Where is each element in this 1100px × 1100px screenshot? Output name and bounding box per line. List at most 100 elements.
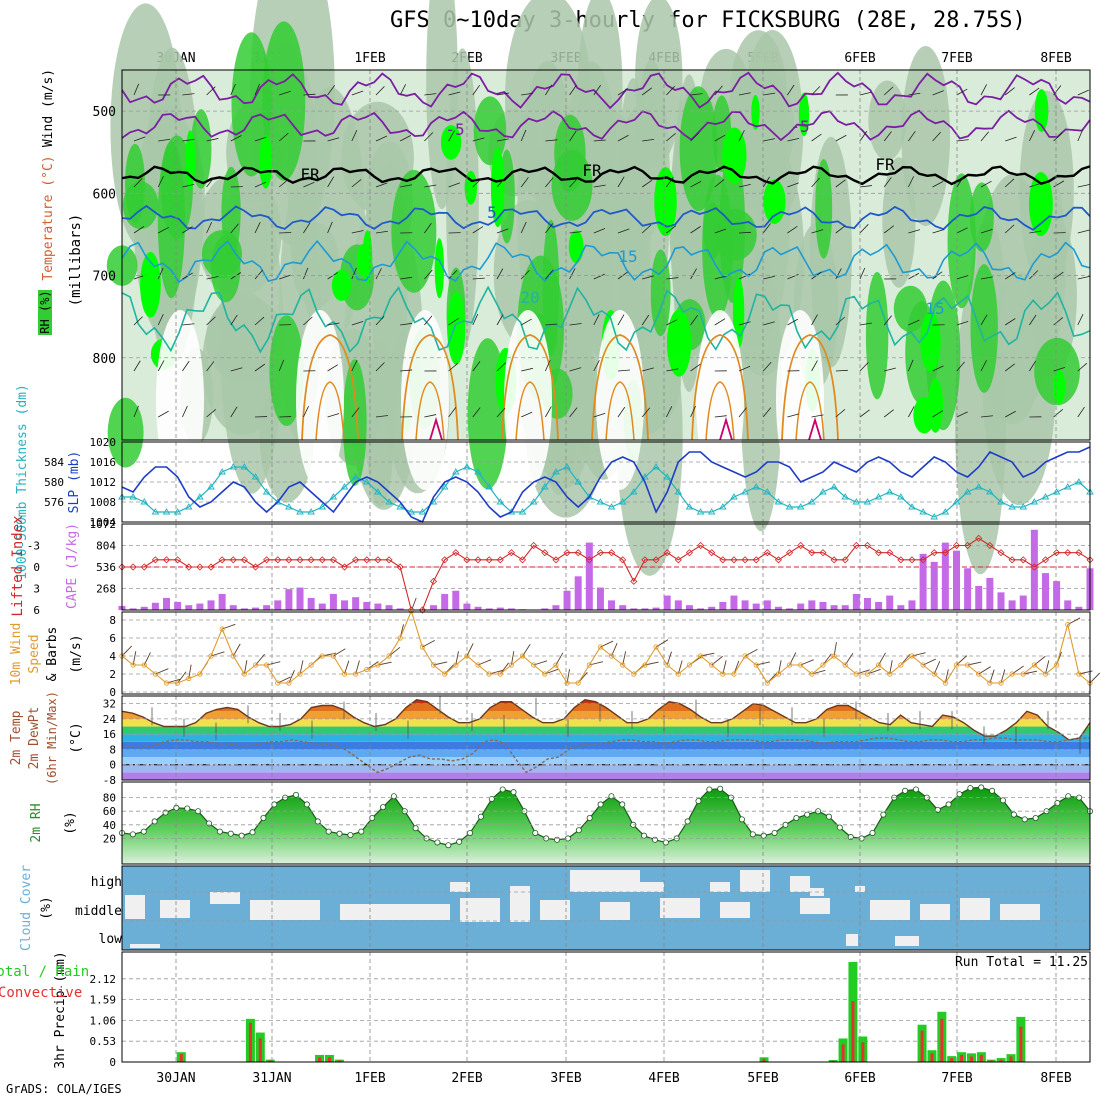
rh2m-point: [325, 828, 332, 835]
isotherm-label: FR: [582, 161, 602, 180]
rh-area-saturated: [1028, 172, 1053, 237]
cloud-level-label: middle: [75, 904, 122, 919]
wind-barb: [327, 413, 340, 418]
warm-isotherm: [315, 381, 345, 441]
cape-bar: [596, 587, 604, 610]
wind-barb: [1029, 230, 1042, 234]
cape-bar: [908, 600, 916, 610]
precip-convective-bar: [318, 1057, 322, 1062]
wind-speed-point: [364, 666, 370, 673]
wind-barb: [787, 182, 799, 188]
wind-speed-point: [286, 680, 292, 686]
wind-barb: [859, 224, 869, 234]
cloud-gap: [130, 944, 160, 948]
wind-barb: [690, 315, 698, 326]
lifted-index-point: [563, 549, 571, 557]
wind-barb: [157, 176, 164, 188]
wind-barb: [206, 408, 217, 418]
temp-band: [122, 734, 1090, 742]
wind-barb: [1004, 318, 1016, 326]
wind-speed-point: [1020, 671, 1026, 677]
warm-isotherm: [605, 381, 635, 441]
wind-barb: [956, 176, 964, 188]
wind-barb: [1004, 178, 1015, 188]
wind-barb: [303, 93, 316, 96]
thickness-point: [129, 493, 137, 500]
wind-barb: [279, 90, 291, 96]
wind-barb: [1077, 406, 1085, 418]
wind-barb: [206, 138, 219, 142]
wind-barb: [303, 181, 315, 188]
rh-area-moist: [391, 169, 437, 293]
wind-barb: [883, 177, 892, 188]
cape-bar: [485, 608, 493, 610]
wind-speed-point: [664, 662, 670, 668]
precip-convective-bar: [248, 1022, 252, 1062]
cape-bar: [619, 605, 627, 610]
date-label-bottom: 8FEB: [1040, 1071, 1071, 1086]
thickness-point: [674, 488, 683, 495]
wind-speed-point: [219, 626, 225, 632]
wind-barb: [133, 226, 145, 234]
cloud-cover-frame-frame: [121, 865, 1091, 951]
wind-barb: [182, 93, 195, 96]
rh-area-moist: [815, 158, 833, 259]
wind-barb: [424, 269, 433, 280]
wind-barb: [327, 85, 335, 96]
warm-isotherm: [591, 334, 649, 441]
cloud-gap: [895, 936, 919, 946]
rh2m-point: [303, 801, 310, 808]
cape-bar: [886, 595, 894, 610]
wind-barb: [666, 368, 679, 372]
date-label-top: 8FEB: [1040, 51, 1071, 66]
precip-convective-bar: [940, 1018, 944, 1062]
cloud-gap: [210, 892, 240, 904]
thickness-point: [1063, 483, 1072, 490]
isotherm-label: 5: [487, 203, 497, 222]
wind-barb: [230, 83, 236, 96]
wind-barb: [424, 315, 433, 326]
wind-speed-point: [208, 653, 214, 659]
total-rain-legend: Total / Rain: [0, 964, 89, 980]
wind-barb: [472, 407, 481, 418]
thickness-point: [774, 498, 783, 505]
wind-barb: [883, 86, 894, 96]
cape-bar: [808, 600, 816, 610]
wind-barb: [1077, 229, 1090, 234]
cape-bar: [507, 608, 515, 610]
thickness-axis-label: 1000-500mb Thickness (dm): [15, 384, 30, 580]
wind-barb: [1053, 367, 1066, 372]
precip-convective-bar: [268, 1060, 272, 1062]
wind-barb: [496, 362, 506, 372]
thickness-point: [162, 508, 171, 515]
wind-barb: [375, 268, 382, 280]
wind-barb: [883, 225, 894, 234]
wind-speed-point: [163, 680, 170, 686]
cape-bar: [463, 603, 471, 610]
wind-barb: [182, 405, 188, 418]
wind-speed-tick-label: 8: [109, 614, 116, 627]
wind-barb: [593, 412, 606, 418]
pressure-tick-label: 500: [93, 105, 116, 120]
cape-tick-label: 536: [96, 561, 116, 574]
wind-barb: [278, 132, 289, 142]
wind-speed-point: [553, 662, 559, 668]
wind-speed-tick-label: 4: [109, 650, 116, 663]
warm-isotherm: [401, 334, 459, 441]
cape-bar: [652, 607, 660, 610]
cloud-gap: [340, 904, 450, 920]
date-label-top: 7FEB: [941, 51, 972, 66]
lifted-index-point: [162, 556, 171, 564]
cape-bar: [363, 601, 371, 610]
wind-barb: [787, 84, 795, 96]
rh2m-point: [597, 801, 604, 808]
wind-speed-point: [775, 671, 782, 677]
wind-barb: [617, 406, 626, 418]
rh2m-point: [880, 811, 887, 818]
cape-bar: [919, 553, 927, 610]
rh2m-point: [934, 806, 941, 813]
cape-bar: [841, 605, 849, 610]
lifted-index-point: [875, 549, 883, 557]
precip-frame-frame: [121, 951, 1091, 1063]
rh-legend-swatch: [38, 290, 52, 335]
